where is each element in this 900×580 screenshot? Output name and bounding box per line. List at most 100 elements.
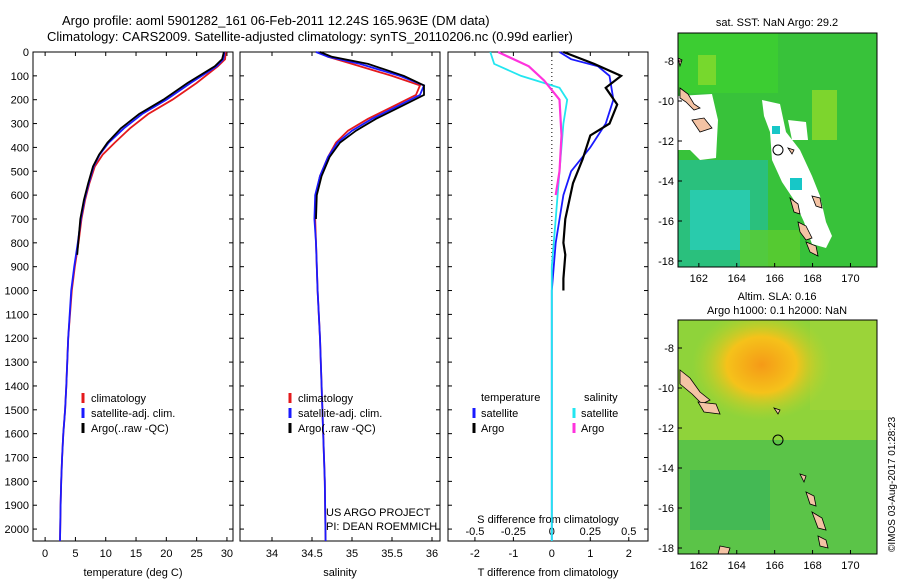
- map-lat-label: -18: [658, 256, 674, 268]
- salinity-series-satellite: [313, 51, 426, 542]
- difference-xtick-label: -2: [470, 548, 480, 560]
- sst-islands: [678, 57, 823, 257]
- depth-tick-label: 1800: [5, 476, 29, 488]
- temperature-xtick-label: 0: [42, 548, 48, 560]
- title-line-1: Argo profile: aoml 5901282_161 06-Feb-20…: [62, 13, 490, 28]
- map-lat-label: -10: [658, 96, 674, 108]
- diff-legend-label: satellite: [481, 408, 518, 420]
- temperature-xtick-label: 20: [160, 548, 172, 560]
- salinity-frame: [239, 51, 441, 542]
- difference-xtick-label: -1: [508, 548, 518, 560]
- s-diff-tick-label: -0.25: [501, 526, 526, 538]
- map-lat-label: -8: [664, 343, 674, 355]
- salinity-legend-label: satellite-adj. clim.: [298, 408, 382, 420]
- map-lon-label: 166: [765, 560, 783, 572]
- map-lat-label: -16: [658, 503, 674, 515]
- depth-tick-label: 100: [11, 71, 29, 83]
- depth-tick-label: 1200: [5, 333, 29, 345]
- depth-tick-label: 400: [11, 142, 29, 154]
- diff-legend-label: Argo: [581, 423, 604, 435]
- depth-tick-label: 1600: [5, 429, 29, 441]
- depth-tick-label: 2000: [5, 524, 29, 536]
- map-lon-label: 162: [690, 273, 708, 285]
- sst-argo-position: [772, 144, 784, 156]
- sla-map-frame: [677, 319, 878, 555]
- depth-tick-label: 200: [11, 95, 29, 107]
- map-lat-label: -12: [658, 136, 674, 148]
- panel-salinity: 34 34.5 35 35.5 36 salinity climatology satelli…: [239, 51, 441, 579]
- temperature-frame: [32, 51, 234, 542]
- temperature-xtick-label: 30: [221, 548, 233, 560]
- map-lon-label: 164: [728, 273, 746, 285]
- sla-map-title: Altim. SLA: 0.16: [738, 291, 817, 303]
- difference-series-s-argo: [497, 51, 563, 196]
- legend-header-salinity: salinity: [584, 392, 618, 404]
- salinity-series-argo: [315, 51, 425, 220]
- imos-stamp: ©IMOS 03-Aug-2017 01:28:23: [887, 416, 898, 552]
- salinity-legend-label: climatology: [298, 393, 354, 405]
- salinity-xtick-label: 34.5: [301, 548, 322, 560]
- depth-tick-label: 1100: [5, 309, 29, 321]
- depth-tick-label: 600: [11, 190, 29, 202]
- difference-xtick-label: 0: [549, 548, 555, 560]
- sst-missing-data: [678, 94, 832, 248]
- depth-tick-label: 1900: [5, 500, 29, 512]
- difference-xtick-label: 1: [587, 548, 593, 560]
- temperature-xtick-label: 15: [130, 548, 142, 560]
- map-lon-label: 166: [765, 273, 783, 285]
- temperature-legend-label: satellite-adj. clim.: [91, 408, 175, 420]
- temperature-xlabel: temperature (deg C): [83, 567, 182, 579]
- map-lon-label: 164: [728, 560, 746, 572]
- temperature-xtick-label: 10: [100, 548, 112, 560]
- depth-tick-label: 1500: [5, 405, 29, 417]
- map-lat-label: -18: [658, 543, 674, 555]
- temperature-legend-label: Argo(..raw -QC): [91, 423, 169, 435]
- temperature-series-argo: [76, 51, 225, 255]
- sla-islands: [679, 369, 829, 554]
- legend-header-temperature: temperature: [481, 392, 540, 404]
- depth-tick-label: 1400: [5, 381, 29, 393]
- map-lon-label: 170: [841, 560, 859, 572]
- sst-cyan-cell: [790, 178, 802, 190]
- depth-tick-label: 1000: [5, 286, 29, 298]
- depth-tick-label: 700: [11, 214, 29, 226]
- depth-tick-label: 1300: [5, 357, 29, 369]
- difference-xtick-label: 2: [626, 548, 632, 560]
- temperature-xtick-label: 5: [72, 548, 78, 560]
- depth-tick-label: 500: [11, 166, 29, 178]
- salinity-xtick-label: 35.5: [381, 548, 402, 560]
- difference-xlabel: T difference from climatology: [478, 567, 619, 579]
- s-diff-tick-label: 0.25: [580, 526, 601, 538]
- sst-map: sat. SST: NaN Argo: 29.2: [658, 17, 878, 285]
- map-lat-label: -10: [658, 383, 674, 395]
- temperature-legend-label: climatology: [91, 393, 147, 405]
- panel-difference: -2 -1 0 1 2 T difference from climatology -0.5…: [447, 50, 649, 579]
- map-lat-label: -16: [658, 216, 674, 228]
- map-lat-label: -14: [658, 176, 674, 188]
- map-lat-label: -14: [658, 463, 674, 475]
- difference-series-t-argo: [562, 50, 624, 291]
- depth-tick-label: 900: [11, 262, 29, 274]
- salinity-legend-label: Argo(..raw -QC): [298, 423, 376, 435]
- salinity-xtick-label: 35: [346, 548, 358, 560]
- diff-legend-label: Argo: [481, 423, 504, 435]
- map-lon-label: 168: [803, 273, 821, 285]
- depth-tick-label: 1700: [5, 453, 29, 465]
- sst-map-frame: [677, 32, 878, 268]
- depth-tick-label: 300: [11, 119, 29, 131]
- s-diff-label: S difference from climatology: [477, 514, 619, 526]
- depth-tick-label: 800: [11, 238, 29, 250]
- title-line-2: Climatology: CARS2009. Satellite-adjuste…: [47, 29, 573, 44]
- sla-argo-position: [772, 434, 784, 446]
- s-diff-tick-label: 0.5: [621, 526, 636, 538]
- pi-annotation: PI: DEAN ROEMMICH: [326, 521, 437, 533]
- map-lon-label: 162: [690, 560, 708, 572]
- sla-map-subtitle: Argo h1000: 0.1 h2000: NaN: [707, 305, 847, 317]
- sla-map: Altim. SLA: 0.16 Argo h1000: 0.1 h2000: …: [658, 291, 878, 572]
- salinity-xlabel: salinity: [323, 567, 357, 579]
- temperature-xtick-label: 25: [191, 548, 203, 560]
- diff-legend-label: satellite: [581, 408, 618, 420]
- project-annotation: US ARGO PROJECT: [326, 507, 431, 519]
- s-diff-tick-label: -0.5: [465, 526, 484, 538]
